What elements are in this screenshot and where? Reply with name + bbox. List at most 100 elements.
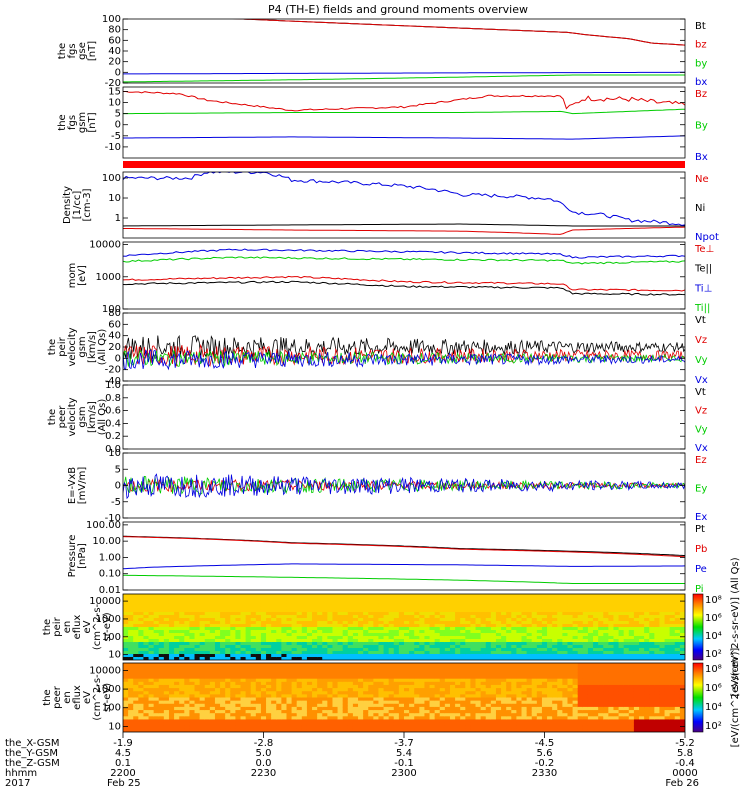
heatmap-cell — [358, 627, 364, 631]
heatmap-cell — [163, 609, 170, 613]
heatmap-cell — [603, 621, 609, 625]
heatmap-cell — [444, 636, 451, 640]
heatmap-cell — [552, 697, 558, 702]
heatmap-cell — [240, 691, 247, 695]
heatmap-cell — [536, 633, 543, 637]
heatmap-cell — [465, 681, 472, 686]
heatmap-cell — [148, 612, 155, 616]
heatmap-cell — [363, 606, 369, 610]
y-axis-label: velocity — [67, 327, 78, 366]
heatmap-cell — [255, 597, 262, 601]
heatmap-cell — [184, 672, 191, 677]
heatmap-cell — [291, 684, 298, 689]
heatmap-cell — [562, 645, 569, 649]
heatmap-cell — [286, 648, 293, 652]
heatmap-cell — [214, 633, 221, 637]
heatmap-cell — [613, 703, 620, 708]
heatmap-cell — [301, 642, 308, 646]
heatmap-cell — [260, 681, 267, 686]
heatmap-cell — [552, 636, 558, 640]
series-line-Ne — [123, 226, 685, 235]
y-tick-label: 10 — [108, 193, 121, 204]
heatmap-cell — [148, 609, 155, 613]
heatmap-cell — [174, 666, 180, 670]
heatmap-cell — [174, 684, 180, 689]
heatmap-cell — [168, 675, 175, 680]
heatmap-cell — [501, 700, 507, 705]
heatmap-cell — [128, 657, 134, 660]
heatmap-cell — [199, 654, 206, 658]
heatmap-cell — [526, 633, 533, 637]
heatmap-cell — [618, 684, 625, 689]
heatmap-cell — [414, 639, 420, 643]
heatmap-cell — [220, 681, 226, 686]
heatmap-cell — [204, 654, 211, 658]
heatmap-cell — [516, 606, 523, 610]
heatmap-cell — [337, 624, 344, 628]
heatmap-cell — [526, 612, 533, 616]
heatmap-cell — [281, 694, 288, 699]
heatmap-cell — [572, 669, 579, 674]
heatmap-cell — [312, 713, 318, 717]
heatmap-cell — [168, 651, 175, 655]
heatmap-cell — [388, 710, 395, 714]
heatmap-cell — [541, 675, 548, 680]
heatmap-cell — [679, 612, 685, 616]
heatmap-cell — [214, 703, 221, 708]
heatmap-cell — [184, 603, 191, 607]
heatmap-cell — [276, 657, 282, 660]
heatmap-cell — [260, 630, 267, 634]
heatmap-cell — [123, 600, 129, 604]
heatmap-cell — [404, 642, 410, 646]
heatmap-cell — [613, 597, 620, 601]
heatmap-cell — [358, 672, 364, 677]
heatmap-cell — [271, 688, 277, 692]
heatmap-cell — [266, 675, 272, 680]
y-axis-label: gsm — [77, 336, 88, 357]
heatmap-cell — [327, 697, 334, 702]
heatmap-cell — [317, 621, 323, 625]
heatmap-cell — [495, 624, 502, 628]
heatmap-cell — [123, 678, 129, 683]
heatmap-cell — [230, 597, 236, 601]
heatmap-cell — [179, 728, 185, 732]
heatmap-cell — [541, 618, 548, 622]
heatmap-cell — [434, 606, 441, 610]
y-tick-label: 10.00 — [92, 536, 121, 547]
heatmap-cell — [347, 618, 354, 622]
heatmap-cell — [312, 609, 318, 613]
heatmap-cell — [358, 703, 364, 708]
heatmap-cell — [128, 642, 134, 646]
heatmap-cell — [536, 612, 543, 616]
heatmap-cell — [664, 627, 671, 631]
heatmap-cell — [306, 669, 313, 674]
heatmap-cell — [526, 666, 533, 670]
heatmap-cell — [587, 594, 594, 598]
heatmap-cell — [633, 716, 640, 721]
y-axis-label: the — [47, 409, 58, 425]
heatmap-cell — [639, 716, 645, 721]
heatmap-cell — [168, 694, 175, 699]
heatmap-cell — [266, 615, 272, 619]
heatmap-cell — [649, 657, 655, 660]
heatmap-cell — [409, 719, 415, 724]
heatmap-cell — [168, 600, 175, 604]
heatmap-cell — [587, 703, 594, 708]
y-axis-label: peir — [57, 336, 68, 356]
heatmap-cell — [301, 663, 308, 667]
heatmap-cell — [480, 713, 487, 717]
heatmap-cell — [603, 684, 609, 689]
heatmap-cell — [363, 663, 369, 667]
heatmap-cell — [301, 666, 308, 670]
heatmap-cell — [547, 639, 553, 643]
heatmap-cell — [485, 609, 492, 613]
heatmap-cell — [347, 630, 354, 634]
heatmap-cell — [301, 597, 308, 601]
heatmap-cell — [424, 657, 431, 660]
heatmap-cell — [654, 618, 661, 622]
heatmap-cell — [506, 684, 512, 689]
heatmap-cell — [179, 697, 185, 702]
heatmap-cell — [455, 618, 461, 622]
